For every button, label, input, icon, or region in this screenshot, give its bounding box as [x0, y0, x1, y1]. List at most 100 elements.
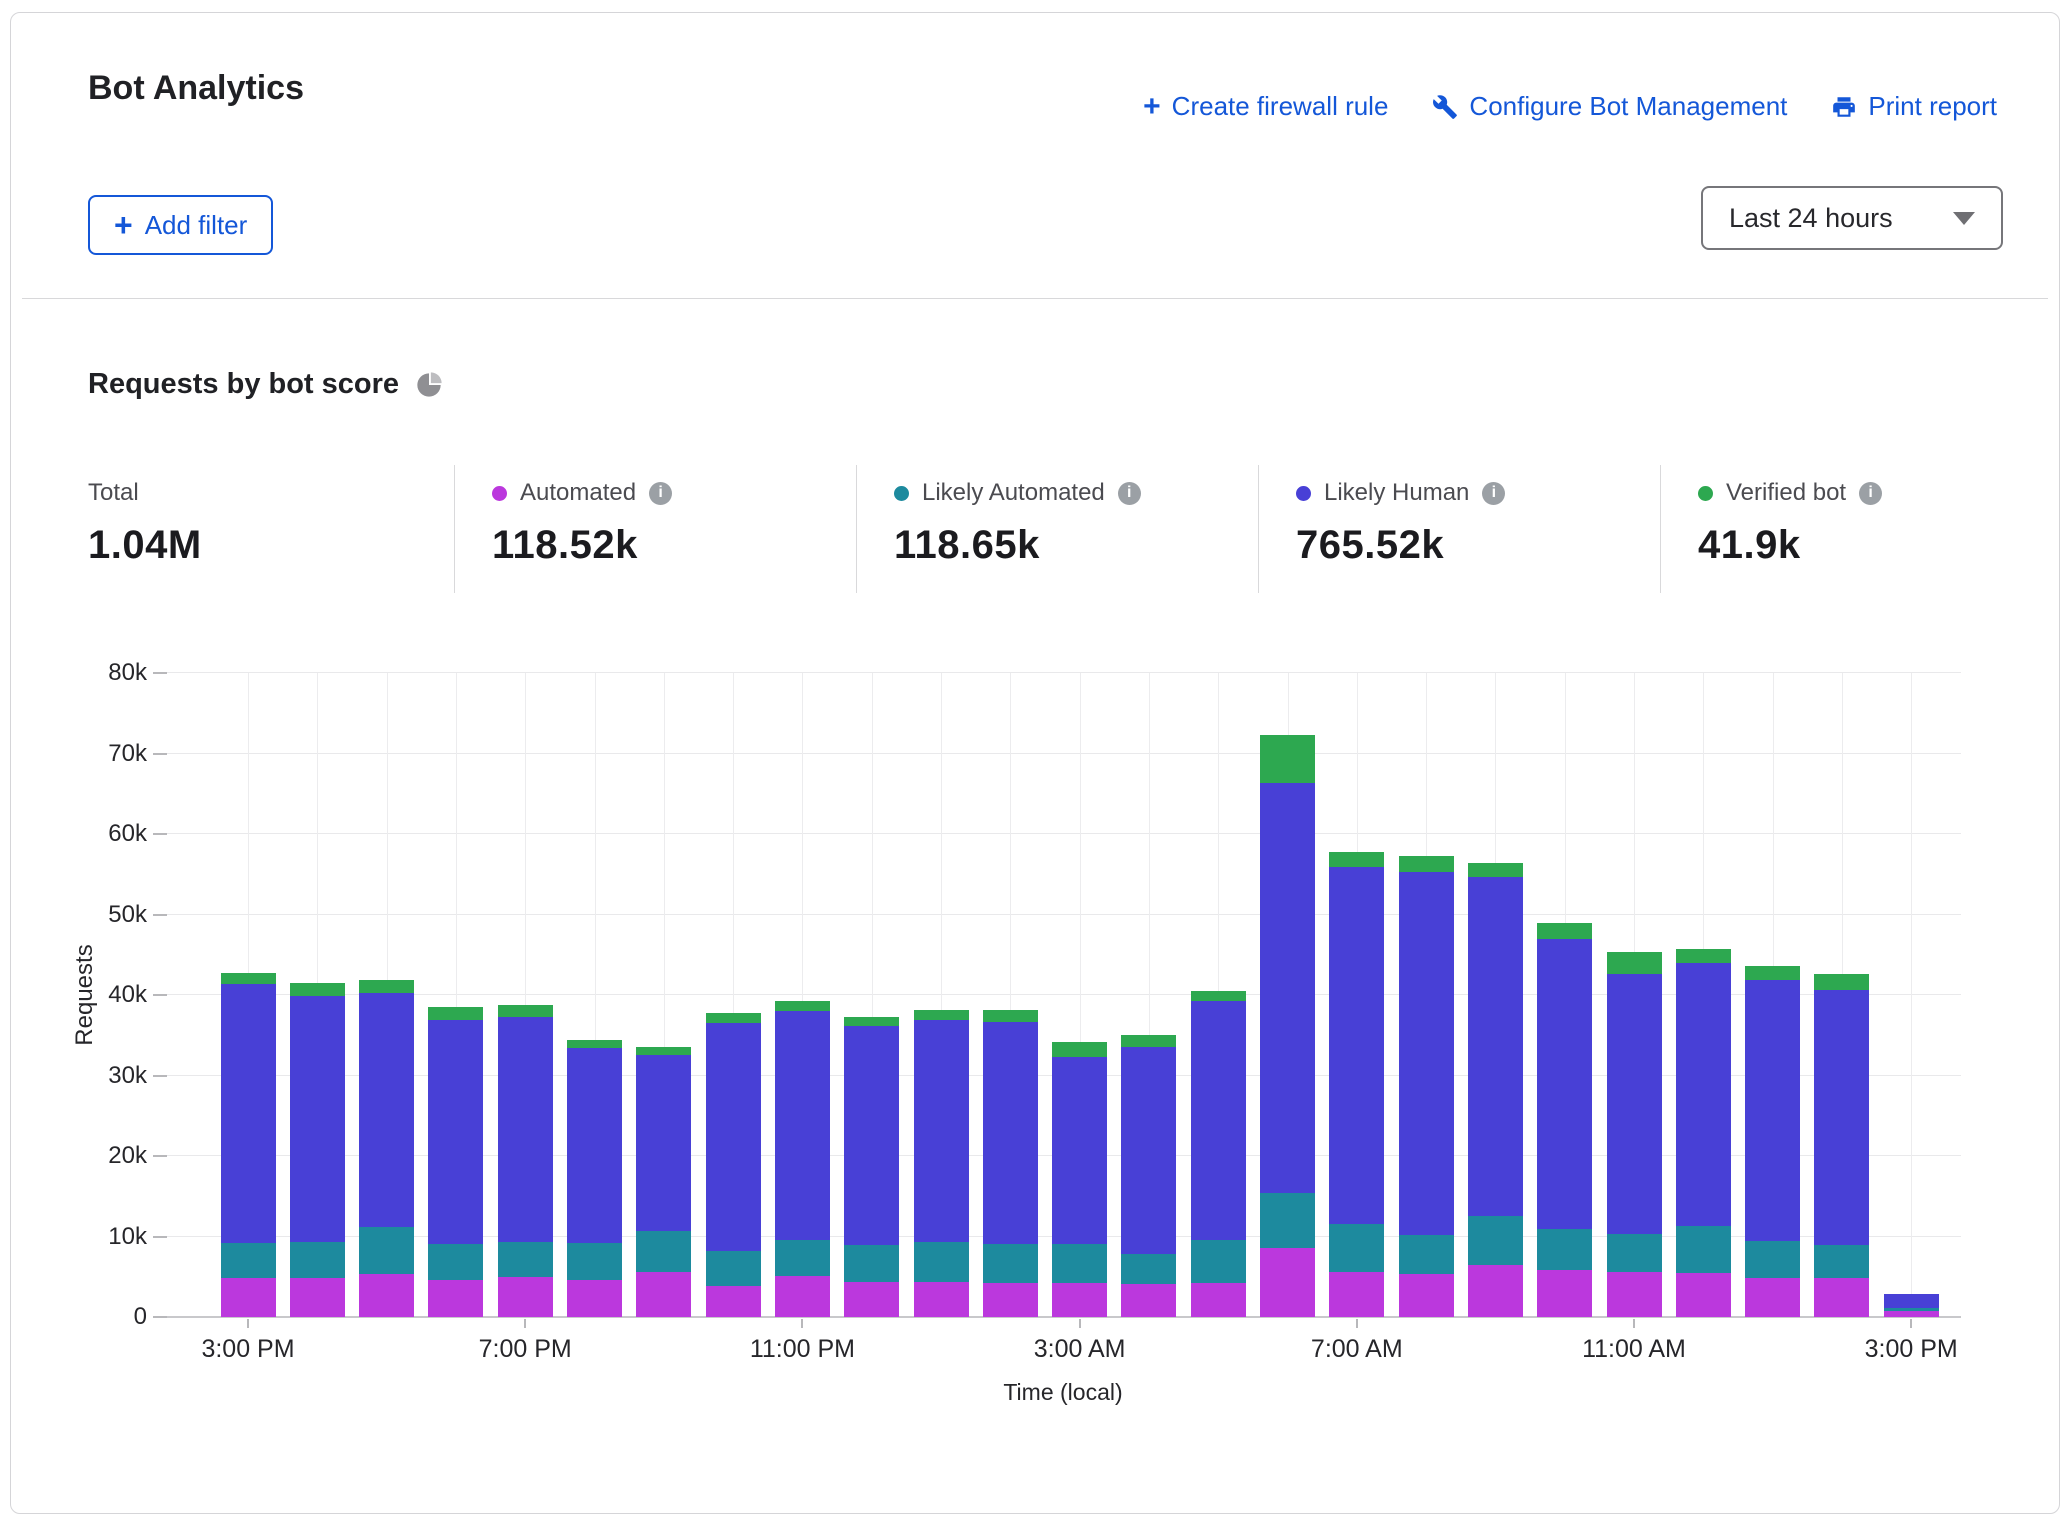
info-icon[interactable]: i [649, 481, 673, 505]
segment-likely-automated [497, 1242, 553, 1277]
bar-11-00-am-20[interactable] [1606, 951, 1662, 1317]
segment-verified-bot [913, 1010, 969, 1020]
y-axis-labels: 0 10k 20k 30k 40k 50k 60k 70k 80k [11, 659, 147, 1330]
info-icon[interactable]: i [1859, 481, 1883, 505]
segment-likely-human [1745, 979, 1801, 1242]
x-tick-mark [801, 1319, 804, 1328]
y-tick-mark [153, 752, 167, 755]
bar-6-00-pm-3[interactable] [428, 1007, 484, 1317]
bar-8-00-pm-5[interactable] [567, 1040, 622, 1317]
chevron-down-icon [1953, 211, 1975, 225]
segment-automated [428, 1279, 484, 1317]
x-tick-mark [524, 1319, 527, 1328]
bar-2-00-pm-23[interactable] [1814, 974, 1870, 1317]
bar-3-00-pm-24[interactable] [1883, 1293, 1939, 1317]
info-icon[interactable]: i [1482, 481, 1506, 505]
bar-5-00-am-14[interactable] [1190, 990, 1246, 1317]
segment-likely-automated [1052, 1243, 1108, 1284]
likely-human-dot [1296, 485, 1311, 501]
segment-verified-bot [1329, 851, 1385, 867]
segment-automated [1883, 1311, 1939, 1317]
stat-likely-human-value: 765.52k [1296, 523, 1445, 567]
segment-verified-bot [220, 973, 276, 984]
segment-likely-human [1883, 1294, 1939, 1309]
y-tick-mark [153, 1316, 167, 1318]
bar-8-00-am-17[interactable] [1398, 855, 1454, 1317]
add-filter-button[interactable]: + Add filter [88, 195, 274, 255]
segment-automated [913, 1282, 969, 1317]
stat-likely-automated-label: Likely Automated [922, 479, 1105, 506]
segment-likely-automated [774, 1239, 830, 1276]
bar-4-00-am-13[interactable] [1121, 1035, 1177, 1317]
segment-likely-human [1814, 990, 1870, 1245]
bar-10-00-am-19[interactable] [1537, 923, 1593, 1317]
segment-automated [844, 1281, 900, 1317]
segment-automated [1606, 1271, 1662, 1317]
info-icon[interactable]: i [1117, 481, 1141, 505]
segment-verified-bot [982, 1010, 1038, 1022]
gridline [166, 752, 1961, 754]
segment-automated [1398, 1274, 1454, 1317]
bar-3-00-pm-0[interactable] [220, 973, 276, 1317]
segment-likely-automated [567, 1242, 622, 1280]
segment-likely-human [705, 1023, 761, 1251]
y-tick-label: 60k [108, 820, 147, 847]
segment-automated [567, 1279, 622, 1317]
segment-likely-human [1190, 1001, 1246, 1240]
stat-total-label: Total [88, 479, 139, 506]
bar-12-00-pm-21[interactable] [1675, 949, 1731, 1317]
stat-verified-bot: Verified bot i 41.9k [1660, 465, 1997, 593]
bar-12-00-am-9[interactable] [844, 1016, 900, 1317]
segment-automated [1675, 1272, 1731, 1317]
bar-9-00-pm-6[interactable] [636, 1046, 692, 1317]
bar-3-00-am-12[interactable] [1052, 1041, 1108, 1317]
bar-4-00-pm-1[interactable] [289, 982, 345, 1317]
segment-likely-human [567, 1048, 622, 1243]
segment-automated [636, 1271, 692, 1317]
segment-automated [982, 1283, 1038, 1317]
print-report-link[interactable]: Print report [1831, 91, 1997, 122]
x-tick-mark [1910, 1319, 1913, 1328]
stats-row: Total 1.04M Automated i 118.52k Likely A… [88, 465, 1997, 593]
bar-6-00-am-15[interactable] [1260, 735, 1315, 1317]
bar-9-00-am-18[interactable] [1467, 862, 1523, 1317]
section-title-text: Requests by bot score [88, 368, 400, 400]
bar-10-00-pm-7[interactable] [705, 1012, 761, 1317]
bar-11-00-pm-8[interactable] [774, 1001, 830, 1317]
likely-automated-dot [894, 485, 909, 501]
segment-verified-bot [567, 1040, 622, 1049]
bar-2-00-am-11[interactable] [982, 1010, 1038, 1317]
segment-automated [359, 1274, 415, 1317]
bar-1-00-pm-22[interactable] [1745, 966, 1801, 1317]
time-range-select[interactable]: Last 24 hours [1701, 186, 2003, 250]
segment-verified-bot [1398, 855, 1454, 872]
segment-verified-bot [844, 1016, 900, 1027]
bar-7-00-pm-4[interactable] [497, 1004, 553, 1317]
segment-likely-automated [913, 1242, 969, 1283]
y-tick-label: 50k [108, 900, 147, 928]
segment-verified-bot [1606, 951, 1662, 975]
stat-verified-bot-label: Verified bot [1726, 479, 1847, 506]
bar-1-00-am-10[interactable] [913, 1010, 969, 1317]
create-firewall-rule-link[interactable]: + Create firewall rule [1143, 91, 1388, 122]
stat-total-value: 1.04M [88, 523, 202, 567]
segment-verified-bot [1814, 974, 1870, 991]
segment-likely-human [1052, 1056, 1108, 1244]
bar-5-00-pm-2[interactable] [359, 979, 415, 1317]
plus-icon: + [114, 207, 133, 243]
segment-likely-automated [1260, 1193, 1315, 1248]
y-tick-label: 0 [133, 1303, 147, 1330]
segment-likely-human [913, 1019, 969, 1243]
segment-verified-bot [636, 1046, 692, 1055]
segment-automated [1190, 1283, 1246, 1317]
x-tick-label: 3:00 AM [1033, 1335, 1126, 1363]
segment-automated [1814, 1277, 1870, 1317]
verified-bot-dot [1698, 485, 1713, 501]
segment-likely-automated [1745, 1241, 1801, 1278]
gridline [166, 913, 1961, 915]
segment-verified-bot [774, 1001, 830, 1012]
segment-likely-human [1329, 867, 1385, 1224]
configure-bot-management-link[interactable]: Configure Bot Management [1432, 91, 1787, 122]
bar-7-00-am-16[interactable] [1329, 851, 1385, 1317]
segment-verified-bot [428, 1007, 484, 1020]
